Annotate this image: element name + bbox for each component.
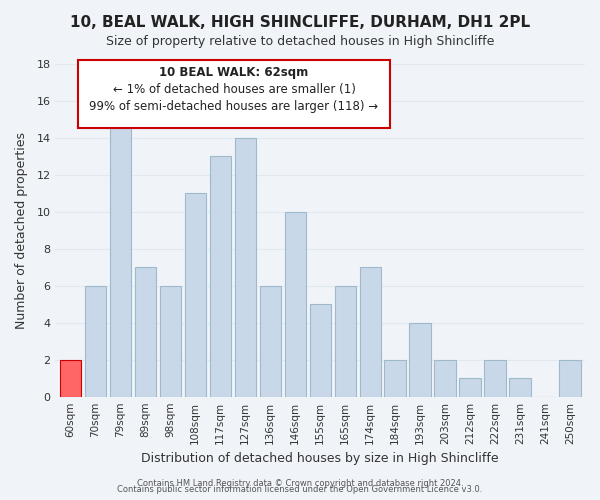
X-axis label: Distribution of detached houses by size in High Shincliffe: Distribution of detached houses by size … <box>142 452 499 465</box>
Bar <box>310 304 331 396</box>
Text: 10 BEAL WALK: 62sqm: 10 BEAL WALK: 62sqm <box>160 66 308 79</box>
Y-axis label: Number of detached properties: Number of detached properties <box>15 132 28 329</box>
Text: 10, BEAL WALK, HIGH SHINCLIFFE, DURHAM, DH1 2PL: 10, BEAL WALK, HIGH SHINCLIFFE, DURHAM, … <box>70 15 530 30</box>
Bar <box>385 360 406 397</box>
Bar <box>460 378 481 396</box>
Bar <box>434 360 456 397</box>
Bar <box>509 378 530 396</box>
Bar <box>559 360 581 397</box>
Bar <box>59 360 81 397</box>
Bar <box>85 286 106 397</box>
Bar <box>235 138 256 396</box>
Bar <box>209 156 231 396</box>
Bar <box>110 120 131 396</box>
Bar <box>185 194 206 396</box>
Bar <box>335 286 356 397</box>
Text: Size of property relative to detached houses in High Shincliffe: Size of property relative to detached ho… <box>106 35 494 48</box>
Bar <box>284 212 306 396</box>
Text: 99% of semi-detached houses are larger (118) →: 99% of semi-detached houses are larger (… <box>89 100 379 113</box>
Bar <box>160 286 181 397</box>
Text: ← 1% of detached houses are smaller (1): ← 1% of detached houses are smaller (1) <box>113 84 355 96</box>
Bar <box>134 268 156 396</box>
Bar <box>359 268 381 396</box>
Text: Contains public sector information licensed under the Open Government Licence v3: Contains public sector information licen… <box>118 485 482 494</box>
Bar <box>260 286 281 397</box>
Bar <box>409 323 431 396</box>
Bar <box>484 360 506 397</box>
Text: Contains HM Land Registry data © Crown copyright and database right 2024.: Contains HM Land Registry data © Crown c… <box>137 478 463 488</box>
